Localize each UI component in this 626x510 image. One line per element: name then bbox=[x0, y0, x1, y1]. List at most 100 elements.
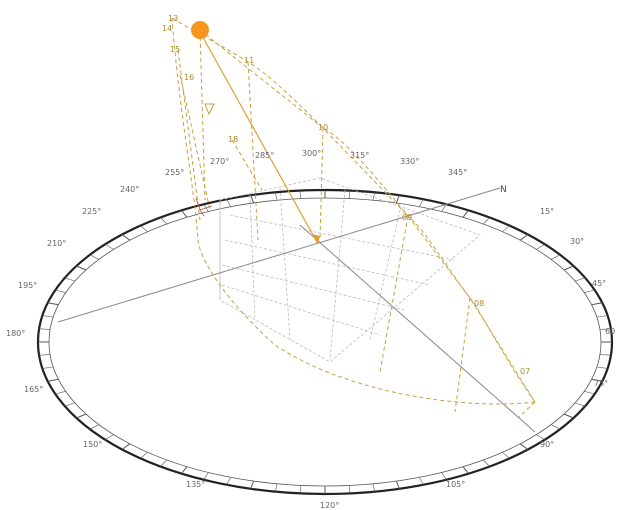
projection-line bbox=[517, 401, 536, 419]
compass-tick bbox=[47, 302, 59, 306]
compass-label-75: 75° bbox=[594, 379, 608, 388]
compass-tick bbox=[502, 452, 510, 459]
compass-tick bbox=[575, 277, 586, 282]
sun-path-lower-arc bbox=[171, 17, 536, 405]
shadow-marker bbox=[204, 103, 215, 116]
hour-label-11: 11 bbox=[244, 56, 254, 65]
compass-label-270: 270° bbox=[210, 157, 229, 166]
compass-tick bbox=[462, 210, 469, 218]
north-south-axis bbox=[299, 224, 536, 433]
compass-tick bbox=[372, 192, 376, 201]
compass-tick bbox=[76, 413, 87, 419]
compass-label-105: 105° bbox=[446, 480, 465, 489]
grid-line bbox=[229, 214, 456, 261]
compass-tick bbox=[42, 315, 54, 318]
compass-tick bbox=[250, 480, 255, 489]
compass-tick bbox=[140, 225, 148, 232]
compass-tick bbox=[596, 366, 608, 369]
hour-label-16: 16 bbox=[184, 73, 194, 82]
axis-triad-line bbox=[195, 197, 201, 211]
compass-tick bbox=[596, 315, 608, 318]
compass-label-330: 330° bbox=[400, 157, 419, 166]
compass-tick bbox=[563, 413, 574, 419]
hour-label-18: 18 bbox=[228, 135, 238, 144]
compass-label-60: 60 bbox=[605, 327, 615, 336]
hour-label-07: 07 bbox=[520, 367, 530, 376]
compass-tick bbox=[372, 483, 376, 492]
hour-label-09: 09 bbox=[402, 213, 412, 222]
compass-label-150: 150° bbox=[83, 440, 102, 449]
compass-tick bbox=[140, 452, 148, 459]
compass-tick bbox=[599, 354, 611, 356]
compass-tick bbox=[89, 254, 100, 260]
compass-tick bbox=[55, 391, 66, 395]
axis-triad-line bbox=[199, 205, 213, 211]
compass-tick bbox=[550, 424, 561, 430]
projection-line bbox=[199, 29, 206, 201]
compass-label-300: 300° bbox=[302, 149, 321, 158]
hour-label-13: 13 bbox=[168, 14, 178, 23]
compass-tick bbox=[441, 204, 447, 212]
compass-label-345: 345° bbox=[448, 168, 467, 177]
compass-tick bbox=[550, 254, 561, 260]
compass-tick bbox=[104, 244, 114, 250]
compass-tick bbox=[121, 234, 131, 241]
sun-ray bbox=[199, 31, 320, 245]
compass-tick bbox=[591, 302, 603, 306]
axes bbox=[57, 187, 536, 433]
projection-line bbox=[231, 139, 263, 191]
compass-label-135: 135° bbox=[186, 480, 205, 489]
compass-tick bbox=[39, 328, 51, 330]
projection-line bbox=[454, 297, 471, 413]
compass-tick bbox=[47, 378, 59, 382]
compass-tick bbox=[563, 265, 574, 271]
ground-grid bbox=[219, 177, 481, 363]
hour-label-15: 15 bbox=[170, 45, 180, 54]
compass-ring bbox=[36, 188, 614, 496]
compass-tick bbox=[121, 443, 131, 450]
grid-line bbox=[221, 264, 406, 311]
projection-line bbox=[379, 215, 409, 373]
compass-label-210: 210° bbox=[47, 239, 66, 248]
sun-ray-arrowhead bbox=[312, 234, 320, 244]
compass-label-285: 285° bbox=[255, 151, 274, 160]
sun-path-edge bbox=[199, 29, 536, 403]
compass-label-180: 180° bbox=[6, 329, 25, 338]
compass-tick bbox=[599, 328, 611, 330]
compass-tick bbox=[348, 190, 351, 199]
compass-tick bbox=[274, 483, 278, 492]
north-label: N bbox=[500, 185, 507, 195]
sun-icon bbox=[191, 21, 209, 39]
compass-tick bbox=[299, 485, 302, 494]
compass-label-30: 30° bbox=[570, 237, 584, 246]
grid-outline bbox=[219, 177, 481, 363]
compass-label-15: 15° bbox=[540, 207, 554, 216]
compass-label-225: 225° bbox=[82, 207, 101, 216]
compass-label-45: 45° bbox=[592, 279, 606, 288]
compass-tick bbox=[584, 289, 595, 293]
compass-tick bbox=[250, 195, 255, 204]
compass-tick bbox=[42, 366, 54, 369]
hour-labels: 07 08 09 10 11 13 14 15 16 18 bbox=[162, 14, 530, 376]
compass-label-255: 255° bbox=[165, 168, 184, 177]
sun-path bbox=[171, 17, 536, 419]
projection-line bbox=[179, 74, 211, 211]
compass-tick bbox=[591, 378, 603, 382]
hour-label-10: 10 bbox=[318, 123, 328, 132]
grid-line bbox=[221, 284, 381, 336]
compass-tick bbox=[419, 477, 424, 485]
grid-line bbox=[329, 189, 346, 361]
compass-tick bbox=[160, 217, 167, 225]
compass-tick bbox=[348, 485, 351, 494]
compass-tick bbox=[226, 199, 231, 207]
compass-tick bbox=[483, 459, 490, 467]
compass-tick bbox=[39, 354, 51, 356]
compass-tick bbox=[76, 265, 87, 271]
projection-line bbox=[247, 61, 259, 241]
grid-line bbox=[249, 194, 256, 321]
axis-triad-line bbox=[199, 209, 205, 217]
compass-tick bbox=[502, 225, 510, 232]
compass-tick bbox=[181, 466, 188, 474]
compass-tick bbox=[519, 443, 529, 450]
